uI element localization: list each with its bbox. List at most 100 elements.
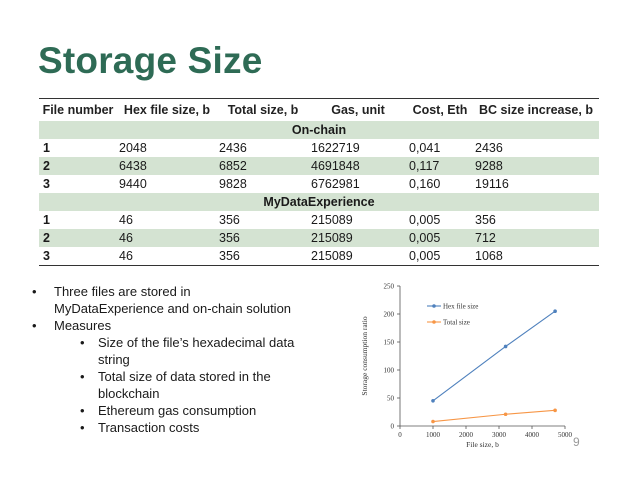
table-cell: 2436 xyxy=(219,141,247,155)
y-axis-label: Storage consumption ratio xyxy=(360,316,369,395)
legend-marker xyxy=(432,304,436,308)
table-cell: 0,041 xyxy=(409,141,441,155)
section-label: On-chain xyxy=(39,121,599,139)
table-cell: 0,005 xyxy=(409,213,441,227)
bullet-item: MyDataExperience and on-chain solution xyxy=(28,300,294,317)
column-header: Cost, Eth xyxy=(412,103,468,117)
table-cell: 46 xyxy=(119,213,133,227)
bullet-text: MyDataExperience and on-chain solution xyxy=(54,301,292,316)
table-row: 1 46 356 215089 0,005 356 xyxy=(39,211,599,229)
page-number: 9 xyxy=(573,435,580,449)
table-cell: 9440 xyxy=(119,177,147,191)
bullet-item: blockchain xyxy=(28,385,294,402)
data-point xyxy=(503,412,508,417)
table-cell: 356 xyxy=(475,213,496,227)
table-cell: 356 xyxy=(217,247,309,266)
data-point xyxy=(431,419,435,424)
legend-marker xyxy=(432,320,436,324)
y-tick-label: 250 xyxy=(384,283,395,291)
bullet-text: Size of the file’s hexadecimal data xyxy=(98,335,295,350)
table-header-row: File number Hex file size, b Total size,… xyxy=(39,98,599,122)
y-tick-label: 100 xyxy=(384,367,395,375)
table-cell: 3 xyxy=(39,247,117,266)
bullet-dot-icon: • xyxy=(80,369,85,384)
bullet-item: string xyxy=(28,351,294,368)
data-point xyxy=(553,408,557,413)
table-cell: 356 xyxy=(219,213,240,227)
table-cell: 0,005 xyxy=(407,229,473,247)
table-cell: 9828 xyxy=(219,177,247,191)
table-cell: 46 xyxy=(117,247,217,266)
table-cell: 1 xyxy=(43,213,50,227)
bullet-text: Three files are stored in xyxy=(54,284,191,299)
legend-label: Total size xyxy=(443,319,470,327)
bullet-text: blockchain xyxy=(98,386,160,401)
table-cell: 6762981 xyxy=(311,177,360,191)
table-cell: 4691848 xyxy=(309,157,407,175)
table-cell: 1068 xyxy=(473,247,599,266)
table-row: 1 2048 2436 1622719 0,041 2436 xyxy=(39,139,599,157)
table-cell: 2048 xyxy=(119,141,147,155)
bullet-list: • Three files are stored in MyDataExperie… xyxy=(28,283,294,436)
data-point xyxy=(431,399,435,403)
x-tick-label: 0 xyxy=(398,431,402,439)
column-header: Hex file size, b xyxy=(123,103,211,117)
bullet-dot-icon: • xyxy=(32,284,37,299)
data-point xyxy=(503,344,508,349)
bullet-item: • Measures xyxy=(28,317,294,334)
column-header: File number xyxy=(42,103,114,117)
table-cell: 1622719 xyxy=(311,141,360,155)
table-cell: 3 xyxy=(43,177,50,191)
y-tick-label: 200 xyxy=(384,311,395,319)
bullet-item: • Total size of data stored in the xyxy=(28,368,294,385)
data-point xyxy=(553,309,557,313)
table-cell: 215089 xyxy=(309,247,407,266)
y-tick-label: 50 xyxy=(387,395,395,403)
bullet-text: Total size of data stored in the xyxy=(98,369,271,384)
x-tick-label: 1000 xyxy=(426,431,441,439)
x-axis-label: File size, b xyxy=(466,440,499,449)
bullet-item: • Three files are stored in xyxy=(28,283,294,300)
table-cell: 19116 xyxy=(475,177,509,191)
table-cell: 712 xyxy=(473,229,599,247)
table-row: 3 46 356 215089 0,005 1068 xyxy=(39,247,599,266)
x-tick-label: 5000 xyxy=(558,431,573,439)
bullet-dot-icon: • xyxy=(32,318,37,333)
section-label: MyDataExperience xyxy=(39,193,599,211)
table-cell: 356 xyxy=(217,229,309,247)
storage-ratio-chart: 0 50 100 150 200 250 0 1000 2000 3000 4000 5000 Hex… xyxy=(355,278,585,456)
storage-table: File number Hex file size, b Total size,… xyxy=(39,98,599,266)
column-header: BC size increase, b xyxy=(479,103,593,117)
x-tick-label: 3000 xyxy=(492,431,507,439)
table-row: 2 6438 6852 4691848 0,117 9288 xyxy=(39,157,599,175)
column-header: Total size, b xyxy=(227,103,299,117)
table-cell: 0,117 xyxy=(407,157,473,175)
y-tick-label: 150 xyxy=(384,339,395,347)
table-row: 3 9440 9828 6762981 0,160 19116 xyxy=(39,175,599,193)
table-cell: 0,005 xyxy=(407,247,473,266)
y-tick-label: 0 xyxy=(391,423,395,431)
bullet-item: • Ethereum gas consumption xyxy=(28,402,294,419)
table-cell: 0,160 xyxy=(409,177,441,191)
bullet-text: string xyxy=(98,352,130,367)
legend-label: Hex file size xyxy=(443,303,478,311)
bullet-item: • Transaction costs xyxy=(28,419,294,436)
bullet-text: Ethereum gas consumption xyxy=(98,403,257,418)
table-cell: 2436 xyxy=(475,141,503,155)
bullet-dot-icon: • xyxy=(80,403,85,418)
table-cell: 215089 xyxy=(309,229,407,247)
slide-title: Storage Size xyxy=(38,40,263,81)
bullet-text: Measures xyxy=(54,318,112,333)
x-tick-label: 2000 xyxy=(459,431,474,439)
section-row-mydataexperience: MyDataExperience xyxy=(39,193,599,211)
table-cell: 2 xyxy=(39,157,117,175)
column-header: Gas, unit xyxy=(331,103,385,117)
table-cell: 1 xyxy=(43,141,50,155)
table-cell: 2 xyxy=(39,229,117,247)
table-cell: 6852 xyxy=(217,157,309,175)
table-cell: 46 xyxy=(117,229,217,247)
x-tick-label: 4000 xyxy=(525,431,540,439)
section-row-on-chain: On-chain xyxy=(39,121,599,139)
table-cell: 6438 xyxy=(117,157,217,175)
bullet-dot-icon: • xyxy=(80,420,85,435)
